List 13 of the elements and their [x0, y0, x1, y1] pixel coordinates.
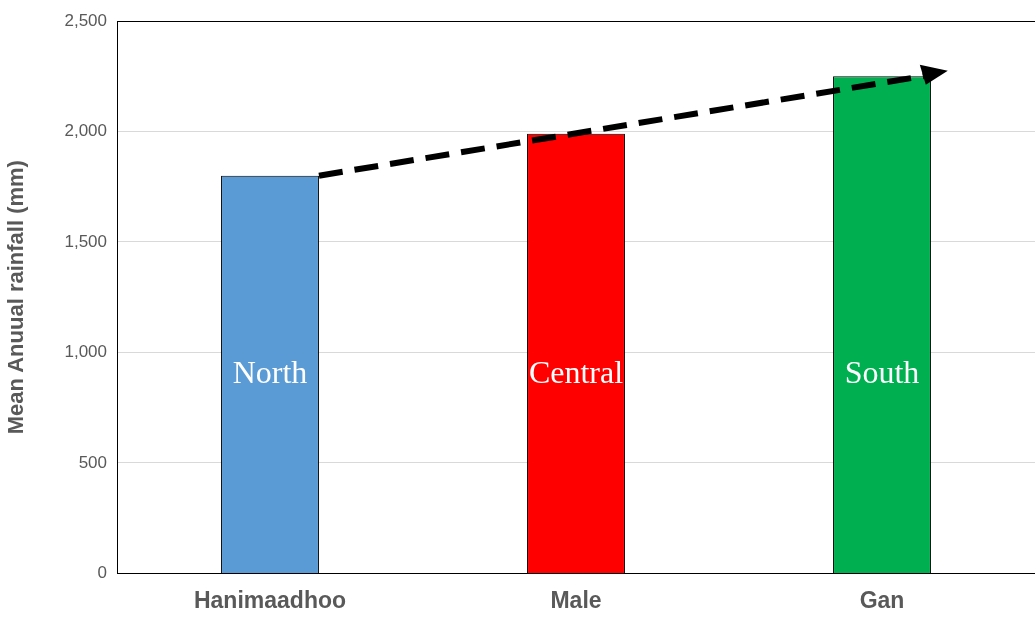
x-tick-label: Gan [859, 586, 905, 613]
annotation: Central [528, 353, 624, 390]
y-tick-label: 2,000 [64, 121, 107, 141]
y-axis-title: Mean Anuual rainfall (mm) [3, 160, 29, 435]
y-tick-label: 2,500 [64, 10, 107, 30]
x-tick-label: Hanimaadhoo [193, 586, 347, 613]
y-tick-label: 1,000 [64, 342, 107, 362]
annotation: South [844, 353, 920, 390]
y-tick-label: 0 [97, 563, 107, 583]
y-tick-label: 1,500 [64, 231, 107, 251]
x-tick-label: Male [550, 586, 602, 613]
y-tick-label: 500 [78, 452, 107, 472]
annotation: North [232, 353, 308, 390]
